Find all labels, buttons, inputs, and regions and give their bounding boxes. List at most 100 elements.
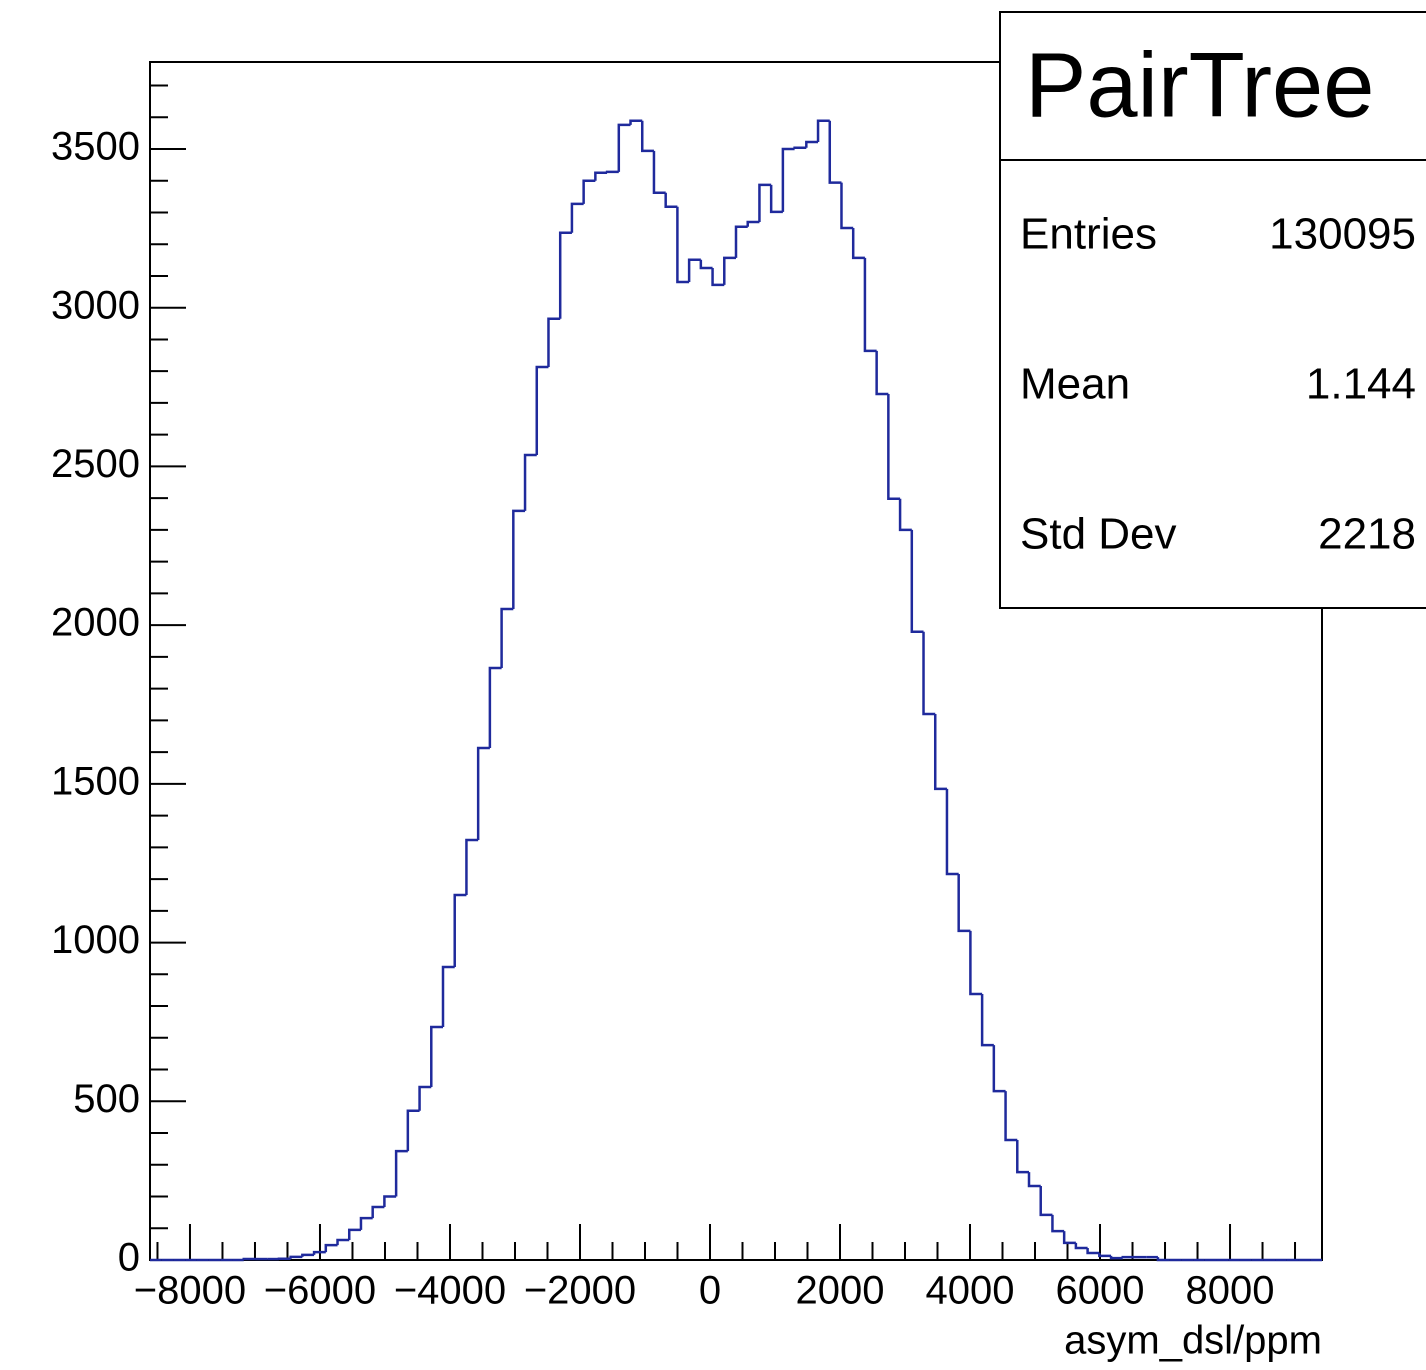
histogram-bin (1109, 1255, 1123, 1260)
y-tick-label: 3000 (51, 283, 140, 327)
histogram-bin (957, 873, 971, 933)
stats-box (999, 11, 1426, 609)
histogram-bin (781, 147, 795, 212)
histogram-bin (488, 666, 502, 748)
stats-label: Entries (1020, 210, 1157, 259)
y-tick-label: 2500 (51, 442, 140, 486)
x-axis-title: asym_dsl/ppm (1064, 1319, 1322, 1363)
x-tick-label: −2000 (524, 1269, 636, 1313)
x-tick-label: 4000 (926, 1269, 1015, 1313)
histogram-bin (570, 202, 584, 233)
histogram-bin (336, 1238, 350, 1246)
histogram-bin (980, 993, 994, 1047)
y-tick-label: 3500 (51, 125, 140, 169)
histogram-bin (242, 1257, 256, 1261)
histogram-bin (406, 1109, 420, 1152)
histogram-bin (1074, 1242, 1088, 1250)
y-tick-label: 2000 (51, 601, 140, 645)
histogram-bin (523, 453, 537, 511)
histogram-bin (418, 1085, 432, 1111)
x-tick-label: 8000 (1186, 1269, 1275, 1313)
x-tick-label: −8000 (134, 1269, 246, 1313)
histogram-bin (1098, 1253, 1112, 1258)
histogram-bin (594, 171, 608, 181)
histogram-bin (1004, 1091, 1018, 1142)
histogram-bin (476, 746, 490, 841)
histogram-bin (1016, 1140, 1029, 1174)
histogram-bin (441, 965, 455, 1027)
histogram-bin (430, 1025, 443, 1087)
x-tick-label: 0 (699, 1269, 721, 1313)
histogram-bin (500, 607, 514, 668)
histogram-bin (1086, 1247, 1100, 1255)
histogram-bin (898, 498, 912, 532)
histogram-bin (863, 257, 877, 353)
histogram-bin (617, 123, 631, 172)
histogram-bin (652, 150, 666, 195)
histogram-bin (301, 1253, 315, 1257)
histogram-bin (992, 1045, 1006, 1093)
histogram-bin (746, 220, 760, 227)
stats-label: Std Dev (1020, 510, 1177, 559)
histogram-bin (887, 394, 901, 501)
histogram-bin (910, 529, 924, 634)
stats-value: 1.144 (1306, 360, 1416, 409)
histogram-bin (582, 179, 596, 204)
histogram-bin (664, 192, 678, 208)
histogram-bin (723, 256, 736, 285)
histogram-bin (394, 1149, 408, 1197)
stats-label: Mean (1020, 360, 1130, 409)
histogram-bin (793, 146, 807, 149)
histogram-bin (676, 206, 690, 284)
x-tick-label: −6000 (264, 1269, 376, 1313)
histogram-bin (805, 140, 819, 148)
y-tick-label: 0 (118, 1236, 140, 1280)
histogram-bin (289, 1255, 303, 1259)
histogram-bin (383, 1195, 397, 1207)
x-tick-label: 2000 (796, 1269, 885, 1313)
histogram-bin (347, 1228, 361, 1240)
histogram-bin (1027, 1172, 1041, 1188)
histogram-bin (558, 231, 572, 319)
x-tick-label: 6000 (1056, 1269, 1145, 1313)
histogram-bin (512, 509, 526, 609)
plot-frame (149, 61, 1323, 1261)
histogram-bin (769, 184, 783, 214)
histogram-bin (605, 170, 619, 174)
histogram-bin (465, 838, 479, 895)
histogram-bin (371, 1205, 385, 1219)
stats-value: 130095 (1269, 210, 1416, 259)
histogram-bin (1156, 1257, 1170, 1262)
histogram-bin (312, 1250, 326, 1255)
histogram-bin (699, 259, 713, 270)
histogram-bin (758, 183, 772, 222)
histogram-bin (875, 350, 889, 396)
y-tick-label: 500 (73, 1077, 140, 1121)
histogram-bin (453, 893, 467, 968)
stats-value: 2218 (1318, 510, 1416, 559)
histogram-bin (851, 228, 865, 260)
histogram-bin (1121, 1255, 1135, 1259)
histogram-bin (828, 120, 842, 184)
histogram-bin (816, 119, 830, 142)
y-tick-label: 1000 (51, 918, 140, 962)
histogram-bin (535, 365, 549, 455)
histogram-bin (840, 182, 854, 230)
y-tick-label: 1500 (51, 759, 140, 803)
stats-title: PairTree (1025, 34, 1374, 136)
histogram-bin (1039, 1186, 1053, 1217)
histogram-bin (687, 258, 701, 282)
histogram-bin (629, 119, 643, 125)
histogram-bin (933, 714, 947, 791)
histogram-bin (969, 930, 983, 996)
histogram-bin (711, 268, 725, 287)
histogram-bin (922, 631, 936, 716)
histogram-bin (945, 788, 959, 876)
histogram-bin (1051, 1214, 1065, 1233)
x-tick-label: −4000 (394, 1269, 506, 1313)
histogram-bin (1062, 1231, 1076, 1245)
histogram-bin (734, 225, 748, 258)
histogram-bin (359, 1216, 373, 1230)
histogram-bin (324, 1243, 338, 1253)
